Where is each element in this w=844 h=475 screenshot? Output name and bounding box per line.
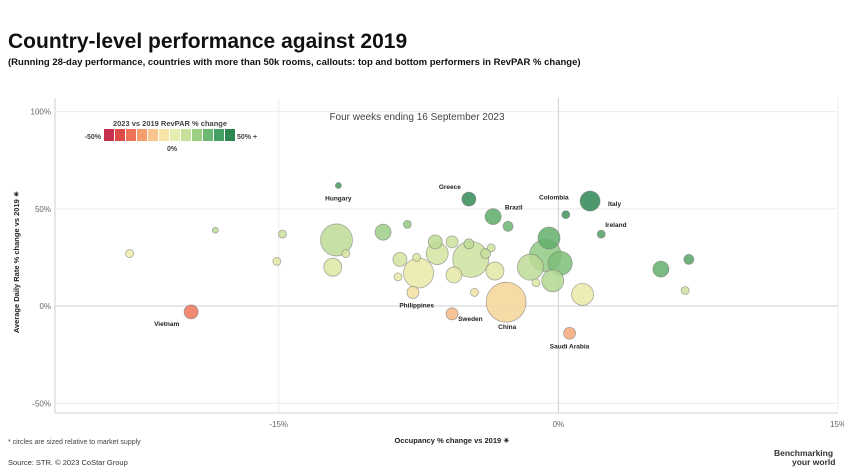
data-bubble[interactable] bbox=[183, 304, 199, 320]
bubble-layer bbox=[125, 182, 695, 340]
data-bubble[interactable] bbox=[374, 223, 392, 241]
data-bubble[interactable] bbox=[125, 249, 134, 258]
data-bubble[interactable] bbox=[561, 210, 571, 220]
data-bubble[interactable] bbox=[485, 281, 527, 323]
y-tick-label: 0% bbox=[39, 302, 51, 311]
data-bubble[interactable] bbox=[680, 286, 690, 295]
data-bubble[interactable] bbox=[579, 190, 601, 212]
callout-label: Greece bbox=[439, 184, 461, 191]
legend-swatch bbox=[203, 129, 213, 141]
data-bubble[interactable] bbox=[445, 235, 459, 249]
chart-subtitle: (Running 28-day performance, countries w… bbox=[8, 57, 581, 68]
callout-label: Ireland bbox=[605, 222, 626, 229]
data-bubble[interactable] bbox=[392, 251, 408, 267]
legend-swatch bbox=[126, 129, 136, 141]
y-axis-label: Average Daily Rate % change vs 2019 ✴ bbox=[12, 190, 21, 333]
legend-swatch bbox=[104, 129, 114, 141]
callout-label: Brazil bbox=[505, 204, 523, 211]
chart-annotation: Four weeks ending 16 September 2023 bbox=[329, 112, 505, 123]
data-bubble[interactable] bbox=[341, 249, 351, 258]
data-bubble[interactable] bbox=[652, 260, 670, 278]
callout-label: China bbox=[498, 324, 516, 331]
legend-swatch bbox=[170, 129, 180, 141]
x-tick-label: 15% bbox=[830, 420, 844, 429]
data-bubble[interactable] bbox=[531, 278, 541, 288]
color-legend: 2023 vs 2019 RevPAR % change -50% 50% + … bbox=[85, 119, 257, 153]
legend-swatch bbox=[115, 129, 125, 141]
brand-line-1: Benchmarking bbox=[774, 448, 834, 458]
x-tick-label: -15% bbox=[269, 420, 288, 429]
y-tick-label: 100% bbox=[31, 108, 51, 117]
legend-swatch bbox=[181, 129, 191, 141]
data-bubble[interactable] bbox=[537, 226, 561, 250]
data-bubble[interactable] bbox=[683, 253, 695, 265]
data-bubble[interactable] bbox=[393, 272, 403, 282]
legend-max-label: 50% + bbox=[237, 134, 257, 141]
data-bubble[interactable] bbox=[334, 182, 342, 189]
chart-title: Country-level performance against 2019 bbox=[8, 30, 408, 53]
data-bubble[interactable] bbox=[484, 208, 502, 226]
callout-label: Saudi Arabia bbox=[550, 343, 590, 350]
data-bubble[interactable] bbox=[403, 257, 434, 289]
legend-swatches bbox=[104, 129, 235, 141]
data-bubble[interactable] bbox=[470, 288, 479, 297]
callout-label: Sweden bbox=[458, 316, 483, 323]
footnote: * circles are sized relative to market s… bbox=[8, 439, 141, 446]
legend-swatch bbox=[148, 129, 158, 141]
y-tick-label: -50% bbox=[32, 399, 51, 408]
data-bubble[interactable] bbox=[480, 248, 492, 259]
legend-swatch bbox=[225, 129, 235, 141]
data-bubble[interactable] bbox=[406, 286, 420, 299]
data-bubble[interactable] bbox=[320, 223, 353, 257]
data-bubble[interactable] bbox=[445, 307, 459, 321]
legend-title: 2023 vs 2019 RevPAR % change bbox=[113, 119, 227, 128]
source-note: Source: STR. © 2023 CoStar Group bbox=[8, 458, 128, 467]
callout-label: Philippines bbox=[399, 302, 434, 309]
data-bubble[interactable] bbox=[427, 234, 443, 250]
data-bubble[interactable] bbox=[563, 326, 576, 340]
x-axis-label: Occupancy % change vs 2019 ✴ bbox=[394, 436, 510, 445]
brand-logo: Benchmarking your world bbox=[774, 449, 835, 467]
callout-label: Hungary bbox=[325, 196, 352, 203]
x-tick-label: 0% bbox=[553, 420, 565, 429]
legend-swatch bbox=[137, 129, 147, 141]
y-tick-label: 50% bbox=[35, 205, 51, 214]
legend-swatch bbox=[214, 129, 224, 141]
legend-mid-label: 0% bbox=[167, 146, 178, 153]
label-layer: Hungary Greece Brazil Colombia Italy Ireland V… bbox=[154, 184, 626, 350]
data-bubble[interactable] bbox=[445, 266, 463, 284]
data-bubble[interactable] bbox=[463, 238, 475, 250]
callout-label: Vietnam bbox=[154, 321, 179, 328]
data-bubble[interactable] bbox=[323, 257, 343, 277]
data-bubble[interactable] bbox=[461, 191, 477, 207]
data-bubble[interactable] bbox=[486, 243, 496, 253]
data-bubble[interactable] bbox=[502, 220, 514, 232]
legend-swatch bbox=[192, 129, 202, 141]
data-bubble[interactable] bbox=[272, 256, 282, 266]
data-bubble[interactable] bbox=[596, 229, 606, 239]
data-bubble[interactable] bbox=[485, 261, 505, 281]
callout-label: Colombia bbox=[539, 195, 569, 202]
data-bubble[interactable] bbox=[516, 253, 544, 281]
callout-label: Italy bbox=[608, 201, 621, 208]
data-bubble[interactable] bbox=[412, 253, 422, 262]
brand-line-2: your world bbox=[792, 457, 836, 467]
data-bubble[interactable] bbox=[278, 229, 287, 239]
data-bubble[interactable] bbox=[541, 269, 565, 293]
data-bubble[interactable] bbox=[211, 226, 219, 234]
data-bubble[interactable] bbox=[571, 282, 594, 306]
legend-min-label: -50% bbox=[85, 134, 102, 141]
legend-swatch bbox=[159, 129, 169, 141]
data-bubble[interactable] bbox=[402, 219, 412, 229]
